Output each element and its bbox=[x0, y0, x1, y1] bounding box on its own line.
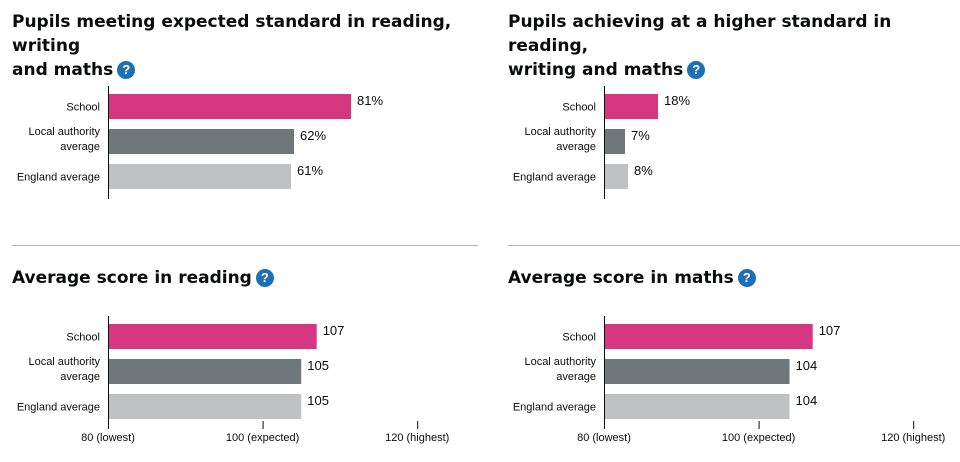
x-tick-label: 100 (expected) bbox=[722, 432, 795, 444]
chart-panel-expected: Pupils meeting expected standard in read… bbox=[12, 10, 478, 210]
value-label: 107 bbox=[323, 323, 345, 338]
chart-title-line2: and maths bbox=[12, 60, 114, 80]
question-circle-icon[interactable]: ? bbox=[255, 269, 274, 287]
value-label: 18% bbox=[664, 93, 690, 108]
bar-chart-higher: School 18% Local authority average 7% England… bbox=[513, 86, 690, 199]
bar-school bbox=[604, 94, 658, 119]
chart-title-line1: Pupils achieving at a higher standard in… bbox=[508, 12, 892, 56]
chart-title-line1: Average score in reading bbox=[12, 268, 252, 288]
chart-title-line1: Average score in maths bbox=[508, 268, 734, 288]
question-circle-icon[interactable]: ? bbox=[687, 61, 706, 79]
category-label: England average bbox=[513, 172, 596, 184]
question-circle-icon[interactable]: ? bbox=[737, 269, 756, 287]
bar-school bbox=[108, 94, 351, 119]
value-label: 105 bbox=[307, 393, 329, 408]
section-divider bbox=[508, 245, 960, 246]
chart-panel-reading: Average score in reading? School 107 Local… bbox=[12, 266, 478, 460]
bar-local-authority bbox=[108, 129, 294, 154]
bar-chart-reading: School 107 Local authority average 105 Englan… bbox=[17, 316, 449, 444]
bar-local-authority bbox=[604, 359, 790, 384]
bar-local-authority bbox=[108, 359, 302, 384]
bar-local-authority bbox=[604, 129, 625, 154]
bar-england bbox=[604, 394, 790, 419]
x-tick-label: 120 (highest) bbox=[385, 432, 449, 444]
bar-chart-maths: School 107 Local authority average 104 Englan… bbox=[513, 316, 945, 444]
section-divider bbox=[12, 245, 478, 246]
value-label: 61% bbox=[297, 163, 323, 178]
category-label: England average bbox=[513, 402, 596, 414]
value-label: 105 bbox=[307, 358, 329, 373]
bar-school bbox=[604, 324, 813, 349]
category-label: Local authority average bbox=[524, 356, 596, 383]
chart-title-line1: Pupils meeting expected standard in read… bbox=[12, 12, 452, 56]
value-label: 104 bbox=[796, 393, 818, 408]
chart-title: Pupils meeting expected standard in read… bbox=[12, 10, 478, 82]
bar-chart-expected: School 81% Local authority average 62% Englan… bbox=[17, 86, 383, 199]
bar-england bbox=[604, 164, 628, 189]
category-label: England average bbox=[17, 172, 100, 184]
x-tick-label: 100 (expected) bbox=[226, 432, 299, 444]
chart-title: Pupils achieving at a higher standard in… bbox=[508, 10, 960, 82]
category-label: Local authority average bbox=[524, 126, 596, 153]
x-tick-label: 120 (highest) bbox=[881, 432, 945, 444]
chart-panel-higher: Pupils achieving at a higher standard in… bbox=[508, 10, 960, 210]
value-label: 104 bbox=[796, 358, 818, 373]
category-label: School bbox=[66, 102, 100, 114]
chart-title: Average score in maths? bbox=[508, 266, 756, 290]
value-label: 62% bbox=[300, 128, 326, 143]
value-label: 107 bbox=[819, 323, 841, 338]
category-label: School bbox=[66, 332, 100, 344]
bar-school bbox=[108, 324, 317, 349]
chart-panel-maths: Average score in maths? School 107 Local a… bbox=[508, 266, 960, 460]
category-label: School bbox=[562, 102, 596, 114]
category-label: England average bbox=[17, 402, 100, 414]
category-label: School bbox=[562, 332, 596, 344]
x-tick-label: 80 (lowest) bbox=[81, 432, 135, 444]
value-label: 81% bbox=[357, 93, 383, 108]
value-label: 7% bbox=[631, 128, 650, 143]
chart-title: Average score in reading? bbox=[12, 266, 274, 290]
category-label: Local authority average bbox=[28, 126, 100, 153]
chart-title-line2: writing and maths bbox=[508, 60, 684, 80]
x-tick-label: 80 (lowest) bbox=[577, 432, 631, 444]
value-label: 8% bbox=[634, 163, 653, 178]
bar-england bbox=[108, 394, 302, 419]
category-label: Local authority average bbox=[28, 356, 100, 383]
question-circle-icon[interactable]: ? bbox=[117, 61, 136, 79]
bar-england bbox=[108, 164, 291, 189]
